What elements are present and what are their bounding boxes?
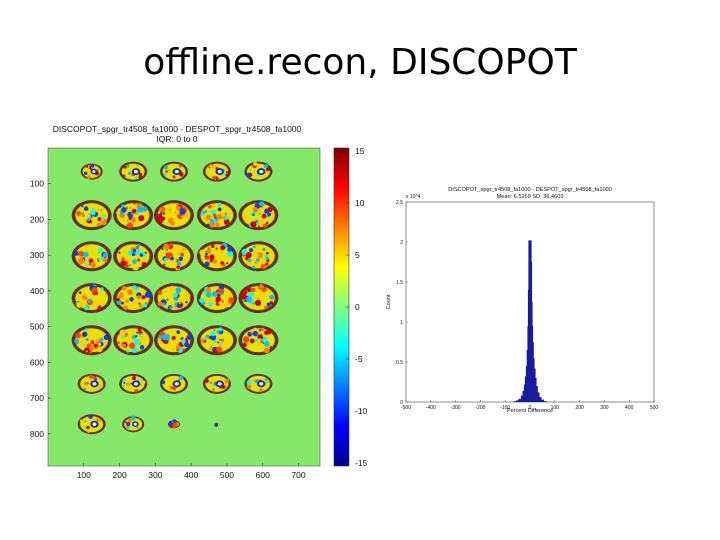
montage-slice bbox=[159, 161, 188, 182]
histogram-x-tick-label: 0 bbox=[529, 405, 532, 411]
histogram-figure: DISCOPOT_spgr_tr4508_fa1000 - DESPOT_spg… bbox=[386, 187, 658, 414]
montage-x-tick-label: 300 bbox=[148, 470, 162, 480]
histogram-bar bbox=[516, 400, 520, 402]
histogram-title: DISCOPOT_spgr_tr4508_fa1000 - DESPOT_spg… bbox=[448, 187, 612, 193]
histogram-y-tick-label: 2 bbox=[400, 240, 403, 246]
histogram-bar bbox=[543, 401, 547, 402]
montage-slice bbox=[153, 283, 194, 314]
histogram-bar bbox=[513, 401, 517, 402]
histogram-bar bbox=[540, 399, 544, 402]
montage-figure: DISCOPOT_spgr_tr4508_fa1000 - DESPOT_spg… bbox=[30, 124, 368, 480]
montage-x-tick-label: 700 bbox=[291, 470, 305, 480]
histogram-x-tick-label: -500 bbox=[401, 405, 411, 411]
histogram-xlabel: Percent Difference bbox=[507, 408, 553, 414]
montage-slice bbox=[196, 200, 237, 231]
montage-slice bbox=[167, 419, 180, 429]
histogram-x-tick-label: -100 bbox=[500, 405, 510, 411]
montage-y-tick-label: 200 bbox=[30, 214, 44, 224]
montage-x-tick-label: 500 bbox=[220, 470, 234, 480]
montage-ticks: 100 200 300 400 500 600 700 100 200 300 400 500 600 7… bbox=[30, 179, 306, 480]
histogram-ylabel: Count bbox=[386, 294, 392, 309]
montage-x-tick-label: 600 bbox=[256, 470, 270, 480]
colorbar-tick-label: -10 bbox=[355, 406, 368, 416]
montage-slice bbox=[113, 200, 154, 231]
montage-slice bbox=[71, 283, 112, 314]
histogram-x-tick-label: 500 bbox=[650, 405, 659, 411]
montage-slice bbox=[113, 325, 154, 356]
histogram-bar bbox=[534, 386, 538, 402]
montage-y-tick-label: 500 bbox=[30, 322, 44, 332]
montage-y-tick-label: 700 bbox=[30, 393, 44, 403]
montage-slice bbox=[122, 415, 145, 433]
montage-slice bbox=[202, 373, 231, 394]
slide-title: offline.recon, DISCOPOT bbox=[143, 42, 577, 83]
montage-slice bbox=[71, 325, 112, 356]
montage-slice bbox=[196, 325, 237, 356]
montage-slice bbox=[159, 373, 188, 394]
montage-slice bbox=[238, 241, 279, 272]
montage-plot-area bbox=[47, 147, 321, 467]
histogram-y-tick-label: 1.5 bbox=[396, 280, 403, 286]
montage-y-tick-label: 300 bbox=[30, 250, 44, 260]
colorbar-tick-label: 15 bbox=[355, 146, 365, 156]
histogram-plot-area: -500 -400 -300 -200 -100 0 100 200 300 400 500 0 0.5… bbox=[396, 200, 658, 411]
histogram-y-tick-label: 0 bbox=[400, 400, 403, 406]
montage-slice bbox=[244, 161, 273, 182]
histogram-x-tick-label: 200 bbox=[575, 405, 584, 411]
histogram-bar bbox=[518, 398, 522, 402]
montage-slice bbox=[196, 241, 237, 272]
montage-slice bbox=[244, 373, 273, 394]
montage-slice bbox=[77, 414, 106, 435]
montage-title: DISCOPOT_spgr_tr4508_fa1000 - DESPOT_spg… bbox=[53, 124, 302, 134]
montage-slice bbox=[153, 200, 194, 231]
montage-slice bbox=[77, 373, 106, 394]
montage-slice bbox=[113, 283, 154, 314]
histogram-subtitle: Mean: 6.5269 SD: 36.4603 bbox=[497, 194, 564, 200]
histogram-bar bbox=[536, 392, 540, 402]
histogram-x-tick-label: -300 bbox=[451, 405, 461, 411]
montage-slice bbox=[71, 200, 112, 231]
montage-slice bbox=[119, 373, 148, 394]
montage-slice bbox=[238, 283, 279, 314]
histogram-x-tick-label: 400 bbox=[625, 405, 634, 411]
montage-slice bbox=[238, 325, 279, 356]
montage-slice bbox=[202, 161, 231, 182]
colorbar-tick-label: 10 bbox=[355, 198, 365, 208]
montage-y-tick-label: 100 bbox=[30, 179, 44, 189]
montage-slice bbox=[153, 325, 194, 356]
colorbar-tick-label: 5 bbox=[355, 250, 360, 260]
colorbar-tick-label: -15 bbox=[355, 458, 368, 468]
colorbar: 15 10 5 0 -5 -10 -15 bbox=[333, 146, 368, 468]
montage-subtitle: IQR: 0 to 0 bbox=[156, 134, 197, 144]
histogram-x-tick-label: 100 bbox=[551, 405, 560, 411]
montage-slice bbox=[238, 200, 279, 231]
montage-y-tick-label: 600 bbox=[30, 357, 44, 367]
histogram-y-tick-label: 2.5 bbox=[396, 200, 403, 206]
montage-x-tick-label: 100 bbox=[77, 470, 91, 480]
montage-slice bbox=[196, 283, 237, 314]
histogram-x-tick-label: 300 bbox=[600, 405, 609, 411]
montage-x-tick-label: 400 bbox=[184, 470, 198, 480]
montage-slice bbox=[113, 241, 154, 272]
histogram-bar bbox=[538, 397, 542, 402]
histogram-y-tick-label: 0.5 bbox=[396, 360, 403, 366]
histogram-y-tick-label: 1 bbox=[400, 320, 403, 326]
histogram-y-multiplier: x 10^4 bbox=[406, 194, 421, 200]
montage-slice bbox=[71, 241, 112, 272]
montage-x-tick-label: 200 bbox=[112, 470, 126, 480]
montage-y-tick-label: 800 bbox=[30, 429, 44, 439]
montage-slice bbox=[214, 422, 220, 427]
colorbar-tick-label: 0 bbox=[355, 302, 360, 312]
montage-slice bbox=[153, 241, 194, 272]
histogram-x-tick-label: -200 bbox=[475, 405, 485, 411]
montage-slice bbox=[80, 163, 103, 180]
montage-y-tick-label: 400 bbox=[30, 286, 44, 296]
histogram-x-tick-label: -400 bbox=[426, 405, 436, 411]
montage-slice bbox=[119, 161, 148, 182]
colorbar-tick-label: -5 bbox=[355, 354, 363, 364]
